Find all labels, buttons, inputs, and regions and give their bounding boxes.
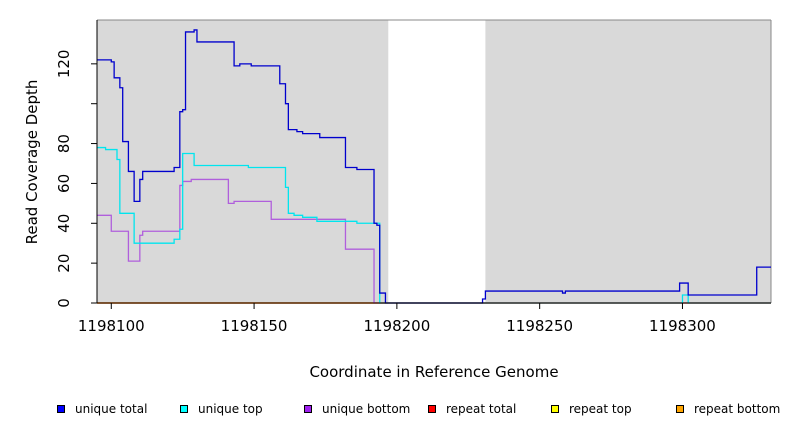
legend-item-repeat-bottom: repeat bottom bbox=[676, 400, 780, 418]
legend-item-unique-bottom: unique bottom bbox=[304, 400, 410, 418]
legend: unique total unique top unique bottom repea… bbox=[0, 400, 792, 420]
y-tick-label: 0 bbox=[55, 298, 73, 308]
y-tick-label: 40 bbox=[55, 214, 73, 233]
x-tick-label: 1198300 bbox=[649, 317, 716, 335]
legend-swatch bbox=[304, 405, 312, 413]
x-tick-label: 1198200 bbox=[363, 317, 430, 335]
legend-item-unique-total: unique total bbox=[57, 400, 147, 418]
y-tick-label: 80 bbox=[55, 134, 73, 153]
legend-swatch bbox=[428, 405, 436, 413]
legend-swatch bbox=[57, 405, 65, 413]
y-tick-label: 60 bbox=[55, 174, 73, 193]
x-axis-title: Coordinate in Reference Genome bbox=[309, 363, 558, 381]
legend-item-repeat-total: repeat total bbox=[428, 400, 516, 418]
legend-label: repeat total bbox=[446, 402, 517, 416]
plot-frame bbox=[97, 19, 772, 303]
series-unique-bottom bbox=[97, 178, 771, 304]
legend-swatch bbox=[180, 405, 188, 413]
y-tick-label: 20 bbox=[55, 254, 73, 273]
plot-background bbox=[97, 20, 771, 303]
x-tick-label: 1198250 bbox=[506, 317, 573, 335]
legend-item-unique-top: unique top bbox=[180, 400, 263, 418]
legend-item-repeat-top: repeat top bbox=[551, 400, 632, 418]
shaded-region-1 bbox=[97, 20, 389, 303]
legend-swatch bbox=[551, 405, 559, 413]
shaded-region-2 bbox=[485, 20, 771, 303]
legend-label: unique top bbox=[198, 402, 263, 416]
axes: 0 20 40 60 80 120 1198100 1198150 1198200 1198250… bbox=[55, 20, 771, 335]
legend-label: unique total bbox=[75, 402, 148, 416]
legend-label: repeat top bbox=[569, 402, 632, 416]
x-tick-label: 1198150 bbox=[221, 317, 288, 335]
x-tick-label: 1198100 bbox=[78, 317, 145, 335]
legend-swatch bbox=[676, 405, 684, 413]
y-tick-label: 120 bbox=[55, 50, 73, 79]
y-axis-title: Read Coverage Depth bbox=[23, 80, 41, 245]
legend-label: unique bottom bbox=[322, 402, 411, 416]
series-unique-total bbox=[97, 29, 771, 304]
legend-label: repeat bottom bbox=[694, 402, 781, 416]
